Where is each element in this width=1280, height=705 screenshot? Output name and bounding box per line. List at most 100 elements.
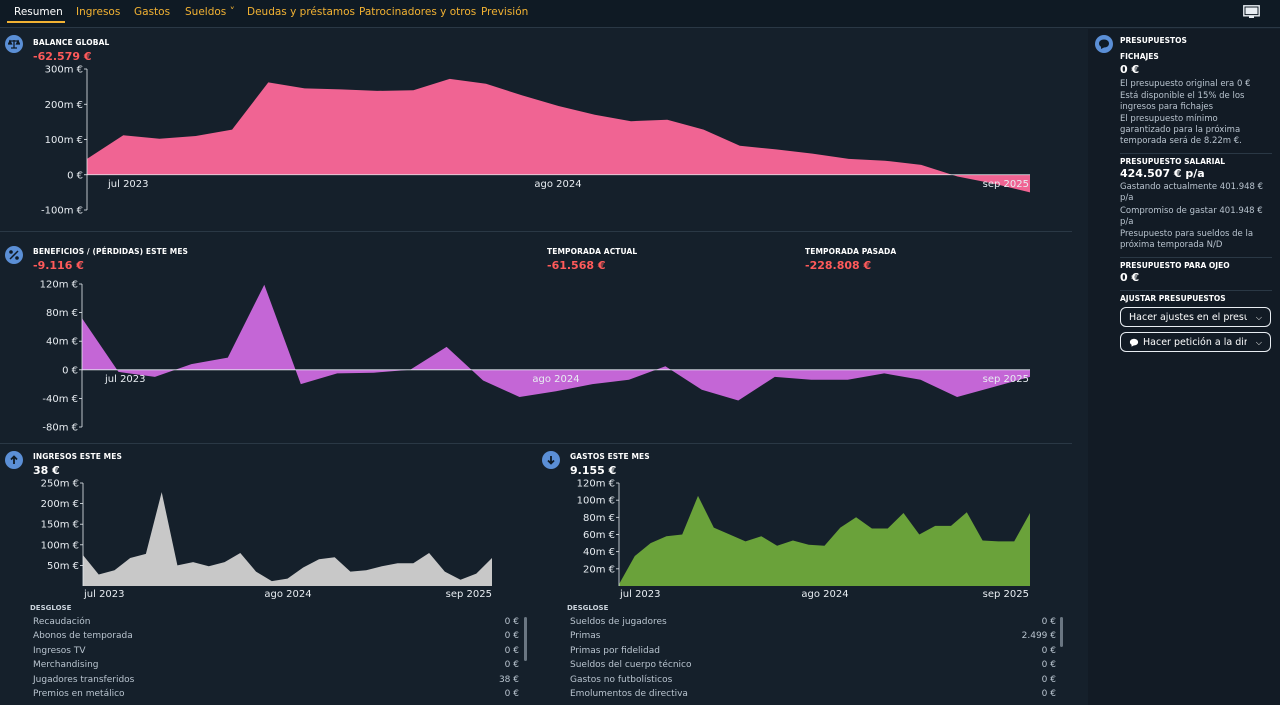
tab-gastos[interactable]: Gastos xyxy=(134,6,171,18)
panel-divider xyxy=(1120,290,1272,291)
series-area xyxy=(619,495,1030,586)
transfers-note: El presupuesto original era 0 € xyxy=(1120,79,1251,89)
income-row: Ingresos TV 0 € xyxy=(33,646,519,656)
profit-label: BENEFICIOS / (PÉRDIDAS) ESTE MES xyxy=(33,247,189,256)
y-tick-label: 100m € xyxy=(41,540,79,551)
y-tick-label: 120m € xyxy=(577,479,615,490)
tab-prevision[interactable]: Previsión xyxy=(481,6,529,18)
balance-chart: 300m € 200m € 100m € 0 € -100m € jul 2023 ago … xyxy=(41,65,1030,217)
series-area xyxy=(82,284,1030,401)
expense-row: Gastos no futbolísticos 0 € xyxy=(570,675,1056,685)
y-tick-label: 80m € xyxy=(46,308,78,319)
y-tick-label: -80m € xyxy=(42,423,78,434)
income-chart: 250m € 200m € 150m € 100m € 50m € jul 2023 ago… xyxy=(41,479,492,600)
x-tick-label: sep 2025 xyxy=(446,589,492,600)
x-tick-label: ago 2024 xyxy=(532,374,579,385)
y-tick-label: 40m € xyxy=(583,547,615,558)
finances-overview: BALANCE GLOBAL -62.579 € 300m € 200m € 100… xyxy=(0,29,1072,705)
wage-note: Compromiso de gastar 401.948 € p/a xyxy=(1120,206,1263,227)
scouting-budget-label: PRESUPUESTO PARA OJEO xyxy=(1120,261,1230,270)
balance-scale-icon xyxy=(5,35,23,53)
arrow-down-icon xyxy=(542,451,560,469)
last-season-value: -228.808 € xyxy=(805,259,872,272)
speech-bubble-icon xyxy=(1129,338,1139,347)
x-tick-label: sep 2025 xyxy=(983,179,1029,190)
transfers-label: FICHAJES xyxy=(1120,52,1159,61)
y-tick-label: -100m € xyxy=(41,206,83,217)
chevron-down-icon: ⌵ xyxy=(1255,313,1262,322)
scouting-budget-value: 0 € xyxy=(1120,271,1140,284)
income-row: Abonos de temporada 0 € xyxy=(33,631,519,641)
section-divider xyxy=(0,231,1072,232)
x-tick-label: jul 2023 xyxy=(83,589,125,600)
income-row: Recaudación 0 € xyxy=(33,617,519,627)
percent-icon xyxy=(5,246,23,264)
x-tick-label: ago 2024 xyxy=(801,589,848,600)
y-tick-label: -40m € xyxy=(42,394,78,405)
y-tick-label: 120m € xyxy=(40,280,78,291)
tab-ingresos[interactable]: Ingresos xyxy=(76,6,121,18)
wage-note: Presupuesto para sueldos de la próxima t… xyxy=(1120,229,1254,250)
income-label: INGRESOS ESTE MES xyxy=(33,452,122,461)
expense-breakdown-title: DESGLOSE xyxy=(567,604,609,612)
board-request-dropdown[interactable]: Hacer petición a la directiva ⌵ xyxy=(1120,332,1271,352)
y-tick-label: 0 € xyxy=(67,170,83,181)
x-tick-label: sep 2025 xyxy=(983,589,1029,600)
monitor-icon[interactable] xyxy=(1243,5,1260,19)
tab-patrocinadores[interactable]: Patrocinadores y otros xyxy=(359,6,477,18)
x-tick-label: ago 2024 xyxy=(534,179,581,190)
expense-row: Sueldos del cuerpo técnico 0 € xyxy=(570,660,1056,670)
x-tick-label: jul 2023 xyxy=(107,179,149,190)
y-tick-label: 200m € xyxy=(45,100,83,111)
balance-label: BALANCE GLOBAL xyxy=(33,38,110,47)
x-tick-label: jul 2023 xyxy=(104,374,146,385)
current-season-value: -61.568 € xyxy=(547,259,606,272)
profit-chart: 120m € 80m € 40m € 0 € -40m € -80m € jul 2023 a… xyxy=(40,280,1030,434)
y-tick-label: 100m € xyxy=(45,135,83,146)
tab-resumen[interactable]: Resumen xyxy=(14,6,63,18)
x-tick-label: sep 2025 xyxy=(983,374,1029,385)
adjust-budgets-label: AJUSTAR PRESUPUESTOS xyxy=(1120,294,1226,303)
tab-deudas-prestamos[interactable]: Deudas y préstamos xyxy=(247,6,356,18)
arrow-up-icon xyxy=(5,451,23,469)
y-tick-label: 20m € xyxy=(583,564,615,575)
chevron-down-icon: ⌵ xyxy=(1255,338,1262,347)
transfers-note: El presupuesto mínimo garantizado para l… xyxy=(1120,114,1242,146)
y-tick-label: 200m € xyxy=(41,499,79,510)
y-tick-label: 150m € xyxy=(41,520,79,531)
y-tick-label: 50m € xyxy=(47,561,79,572)
series-area xyxy=(87,78,1030,193)
y-tick-label: 0 € xyxy=(62,365,78,376)
income-breakdown-scrollbar[interactable] xyxy=(524,617,527,661)
wage-budget-label: PRESUPUESTO SALARIAL xyxy=(1120,157,1226,166)
section-divider xyxy=(0,443,1072,444)
tab-sueldos[interactable]: Sueldos ˅ xyxy=(185,6,235,18)
top-tab-bar: Resumen Ingresos Gastos Sueldos ˅ Deudas… xyxy=(0,0,1280,28)
wage-note: Gastando actualmente 401.948 € p/a xyxy=(1120,182,1264,203)
expense-row: Sueldos de jugadores 0 € xyxy=(570,617,1056,627)
current-season-label: TEMPORADA ACTUAL xyxy=(547,247,638,256)
budgets-title: PRESUPUESTOS xyxy=(1120,36,1187,45)
expense-row: Primas 2.499 € xyxy=(570,631,1056,641)
adjust-budget-dropdown[interactable]: Hacer ajustes en el presupuesto ⌵ xyxy=(1120,307,1271,327)
income-breakdown-title: DESGLOSE xyxy=(30,604,72,612)
income-row: Premios en metálico 0 € xyxy=(33,689,519,699)
income-row: Merchandising 0 € xyxy=(33,660,519,670)
income-row: Jugadores transferidos 38 € xyxy=(33,675,519,685)
expenses-chart: 120m € 100m € 80m € 60m € 40m € 20m € jul 2023… xyxy=(577,479,1030,600)
y-tick-label: 100m € xyxy=(577,496,615,507)
expense-breakdown-scrollbar[interactable] xyxy=(1060,617,1063,647)
balance-value: -62.579 € xyxy=(33,50,92,63)
expense-row: Primas por fidelidad 0 € xyxy=(570,646,1056,656)
panel-divider xyxy=(1120,153,1272,154)
x-tick-label: ago 2024 xyxy=(264,589,311,600)
y-tick-label: 60m € xyxy=(583,530,615,541)
series-area xyxy=(83,492,492,586)
adjust-budget-dropdown-text: Hacer ajustes en el presupuesto xyxy=(1129,312,1247,323)
last-season-label: TEMPORADA PASADA xyxy=(805,247,897,256)
x-tick-label: jul 2023 xyxy=(619,589,661,600)
transfers-note: Está disponible el 15% de los ingresos p… xyxy=(1120,91,1245,112)
expenses-label: GASTOS ESTE MES xyxy=(570,452,650,461)
profit-value: -9.116 € xyxy=(33,259,84,272)
transfers-value: 0 € xyxy=(1120,63,1140,76)
